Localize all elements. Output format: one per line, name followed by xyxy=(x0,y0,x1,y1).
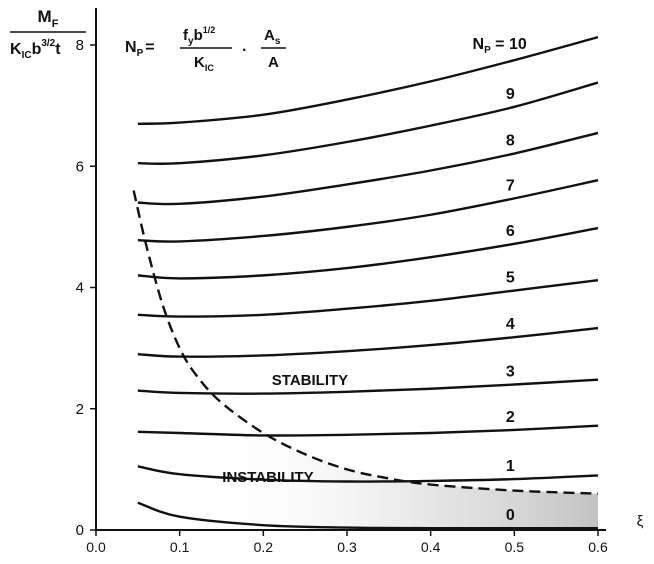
y-tick-label: 6 xyxy=(76,158,84,175)
curve-label-np-7: 7 xyxy=(506,177,515,194)
curve-np-1 xyxy=(137,465,599,483)
axes xyxy=(95,8,606,531)
formula-k: K xyxy=(194,54,205,71)
curve-label-np-0: 0 xyxy=(506,507,515,524)
np-curves xyxy=(137,35,599,530)
curve-labels: NP = 10 9 8 7 6 5 4 3 2 1 0 xyxy=(473,36,527,524)
ticks: 0.0 0.1 0.2 0.3 0.4 0.5 0.6 0 2 4 6 8 xyxy=(76,37,608,555)
x-tick-label: 0.3 xyxy=(337,539,357,555)
x-tick-label: 0.5 xyxy=(505,539,525,555)
curve-label-np-3: 3 xyxy=(506,364,515,381)
svg-text:NP=: NP = xyxy=(125,39,155,59)
y-tick-label: 2 xyxy=(76,401,84,418)
x-tick-label: 0.0 xyxy=(86,539,106,555)
stability-label: STABILITY xyxy=(272,372,348,389)
svg-text:fyb1/2: fyb1/2 xyxy=(183,25,215,47)
curve-label-np-2: 2 xyxy=(506,409,515,426)
formula-dot: · xyxy=(242,42,247,59)
curve-label-np-1: 1 xyxy=(506,458,515,475)
formula-ic-sub: IC xyxy=(205,63,215,73)
curve-np-4 xyxy=(137,326,599,358)
formula-p-sub: P xyxy=(137,48,144,59)
curve-np-5 xyxy=(137,279,599,318)
ylabel-b-sup: 3/2 xyxy=(41,38,55,49)
ylabel-b: b xyxy=(32,41,42,58)
ylabel-k: K xyxy=(10,41,22,58)
formula-a: A xyxy=(264,27,275,44)
curve-label-np-5: 5 xyxy=(506,270,515,287)
curve-label-np-9: 9 xyxy=(506,86,515,103)
ylabel-ic-sub: IC xyxy=(22,50,32,61)
instability-shading xyxy=(196,375,598,530)
formula-b: b xyxy=(194,27,203,44)
x-tick-label: 0.1 xyxy=(170,539,190,555)
curve-np-3 xyxy=(137,378,599,395)
formula-equals: = xyxy=(145,39,154,56)
ylabel-f-sub: F xyxy=(52,18,59,30)
formula-s-sub: s xyxy=(275,36,281,47)
curve-label-np-8: 8 xyxy=(506,133,515,150)
y-tick-label: 4 xyxy=(76,280,84,297)
svg-text:As: As xyxy=(264,27,281,47)
curve-np-2 xyxy=(137,424,599,437)
curve-np-9 xyxy=(137,81,599,165)
svg-text:KIC: KIC xyxy=(194,54,214,73)
svg-text:KICb3/2t: KICb3/2t xyxy=(10,38,61,61)
curve-label-np-4: 4 xyxy=(506,316,515,333)
stability-boundary-curve xyxy=(132,190,599,495)
formula-a-denominator: A xyxy=(268,54,279,71)
curve-label-np-6: 6 xyxy=(506,223,515,240)
curve-np-7 xyxy=(137,179,599,243)
formula-n: N xyxy=(125,39,137,56)
x-tick-label: 0.4 xyxy=(421,539,441,555)
curve-np-0 xyxy=(137,501,598,530)
curve-np-10 xyxy=(137,35,599,126)
formula-b-sup: 1/2 xyxy=(203,25,216,35)
x-axis-label: ξ xyxy=(637,513,644,530)
x-tick-label: 0.2 xyxy=(254,539,274,555)
instability-label: INSTABILITY xyxy=(222,469,313,486)
formula-f: f xyxy=(183,27,189,44)
ylabel-t: t xyxy=(55,41,61,58)
y-tick-label: 0 xyxy=(76,522,84,539)
formula-y-sub: y xyxy=(188,36,194,47)
y-axis-label: MF KICb3/2t xyxy=(10,7,86,61)
ylabel-m: M xyxy=(38,7,52,26)
curve-np-8 xyxy=(137,131,599,206)
np-formula: NP = fyb1/2 KIC · As A xyxy=(125,25,286,73)
curve-label-np-10: NP = 10 xyxy=(473,36,527,56)
x-tick-label: 0.6 xyxy=(588,539,608,555)
svg-text:MF: MF xyxy=(38,7,59,30)
y-tick-label: 8 xyxy=(76,37,84,54)
curve-np-6 xyxy=(137,226,599,280)
